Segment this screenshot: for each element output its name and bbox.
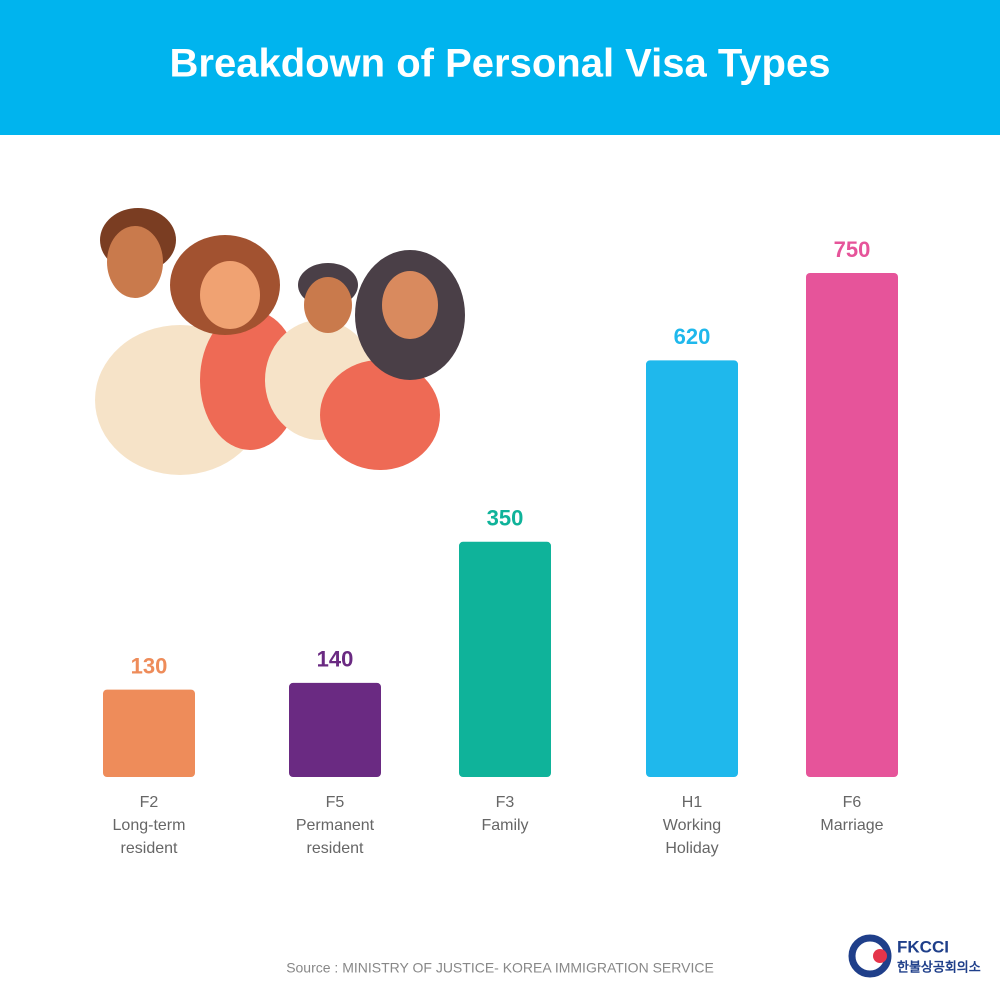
logo-subtitle: 한불상공회의소 <box>897 959 981 974</box>
category-label: F5 <box>326 794 345 811</box>
chart-title: Breakdown of Personal Visa Types <box>170 42 831 86</box>
category-label: Family <box>481 817 528 834</box>
logo-name: FKCCI <box>897 937 949 956</box>
value-label: 350 <box>487 506 524 531</box>
header-band <box>0 0 1000 135</box>
source-note: Source : MINISTRY OF JUSTICE- KOREA IMMI… <box>286 960 714 976</box>
category-label: resident <box>121 840 178 857</box>
bar <box>806 273 898 777</box>
category-label: resident <box>307 840 364 857</box>
family-illustration <box>95 208 465 475</box>
bar <box>459 541 551 777</box>
value-label: 750 <box>834 237 871 262</box>
category-label: Holiday <box>665 840 718 857</box>
category-label: Working <box>663 817 721 834</box>
category-label: Marriage <box>820 817 883 834</box>
category-label: Long-term <box>113 817 186 834</box>
bar <box>646 360 738 777</box>
logo: FKCCI 한불상공회의소 <box>848 934 981 978</box>
value-label: 620 <box>674 324 711 349</box>
value-label: 140 <box>317 647 354 672</box>
category-label: Permanent <box>296 817 375 834</box>
category-label: H1 <box>682 794 703 811</box>
value-label: 130 <box>131 653 168 678</box>
category-label: F2 <box>140 794 159 811</box>
bar <box>103 689 195 777</box>
category-label: F6 <box>843 794 862 811</box>
category-label: F3 <box>496 794 515 811</box>
bar <box>289 682 381 777</box>
